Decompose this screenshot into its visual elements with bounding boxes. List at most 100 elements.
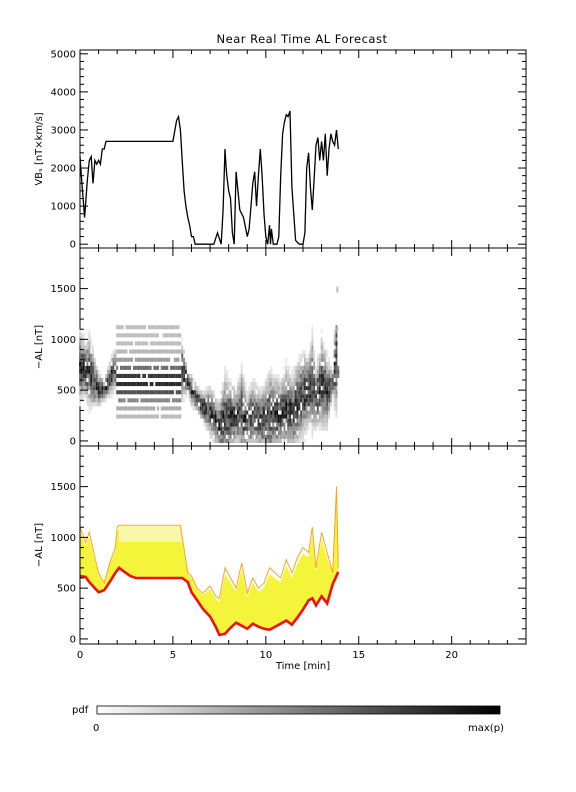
pdf-cell [153, 390, 156, 395]
pdf-cell [290, 410, 293, 415]
pdf-cell [313, 394, 316, 399]
pdf-cell [335, 357, 338, 362]
pdf-cell [216, 414, 219, 419]
pdf-cell [326, 361, 329, 366]
pdf-cell [302, 390, 304, 395]
pdf-cell [190, 402, 193, 407]
pdf-cell [311, 329, 314, 334]
pdf-cell [233, 410, 236, 415]
pdf-cell [259, 438, 262, 443]
pdf-cell [212, 402, 215, 407]
pdf-cell [316, 365, 319, 370]
pdf-cell [261, 414, 264, 419]
pdf-cell [296, 386, 299, 391]
pdf-cell [283, 438, 286, 443]
pdf-cell [274, 386, 277, 391]
pdf-cell [131, 349, 133, 354]
pdf-cell [160, 341, 163, 346]
pdf-cell [131, 414, 133, 419]
pdf-cell [183, 386, 185, 391]
pdf-cell [185, 361, 187, 366]
pdf-cell [290, 402, 293, 407]
pdf-cell [328, 394, 330, 399]
pdf-cell [289, 398, 291, 403]
pdf-cell [127, 365, 130, 370]
pdf-cell [287, 394, 290, 399]
pdf-cell [259, 430, 262, 435]
pdf-cell [315, 369, 317, 374]
pdf-cell [335, 337, 338, 342]
pdf-cell [283, 426, 286, 431]
pdf-cell [264, 414, 267, 419]
pdf-cell [240, 382, 243, 387]
pdf-cell [153, 349, 156, 354]
pdf-cell [121, 333, 124, 338]
pdf-cell [101, 394, 104, 399]
pdf-cell [316, 386, 319, 391]
pdf-cell [292, 369, 295, 374]
pdf-cell [240, 410, 243, 415]
pdf-cell [155, 373, 158, 378]
pdf-cell [120, 390, 122, 395]
pdf-cell [296, 394, 299, 399]
y-tick-label: 3000 [51, 125, 76, 136]
pdf-cell [296, 426, 299, 431]
pdf-cell [322, 386, 325, 391]
pdf-cell [80, 386, 83, 391]
pdf-cell [164, 365, 167, 370]
pdf-cell [326, 394, 329, 399]
pdf-cell [268, 434, 271, 439]
pdf-cell [86, 369, 89, 374]
pdf-cell [290, 418, 293, 423]
pdf-cell [138, 341, 141, 346]
pdf-cell [92, 369, 94, 374]
pdf-cell [133, 398, 135, 403]
pdf-cell [84, 357, 87, 362]
pdf-cell [84, 382, 87, 387]
pdf-cell [120, 373, 122, 378]
pdf-cell [110, 390, 113, 395]
pdf-cell [173, 325, 176, 330]
pdf-cell [185, 369, 187, 374]
pdf-cell [118, 357, 120, 362]
pdf-cell [231, 414, 234, 419]
pdf-cell [170, 373, 172, 378]
pdf-cell [212, 406, 215, 411]
pdf-cell [300, 430, 303, 435]
pdf-cell [121, 325, 124, 330]
pdf-cell [186, 382, 189, 387]
pdf-cell [147, 390, 150, 395]
pdf-cell [283, 365, 286, 370]
pdf-cell [283, 430, 286, 435]
pdf-cell [255, 426, 258, 431]
pdf-cell [214, 398, 217, 403]
pdf-cell [329, 402, 332, 407]
pdf-cell [326, 386, 329, 391]
pdf-cell [220, 426, 223, 431]
pdf-cell [183, 365, 185, 370]
pdf-cell [311, 422, 314, 427]
pdf-cell [316, 398, 319, 403]
pdf-cell [157, 382, 159, 387]
pdf-cell [315, 414, 317, 419]
pdf-cell [264, 390, 267, 395]
pdf-cell [142, 325, 145, 330]
pdf-cell [320, 382, 323, 387]
pdf-cell [259, 426, 262, 431]
pdf-cell [276, 373, 278, 378]
pdf-cell [142, 365, 145, 370]
pdf-cell [257, 410, 260, 415]
pdf-cell [244, 398, 247, 403]
y-tick-label: 1000 [51, 533, 76, 544]
pdf-cell [190, 390, 193, 395]
pdf-cell [315, 365, 317, 370]
pdf-cell [283, 406, 286, 411]
pdf-cell [212, 390, 215, 395]
pdf-cell [177, 341, 180, 346]
pdf-cell [235, 394, 238, 399]
pdf-cell [264, 378, 267, 383]
pdf-cell [313, 382, 316, 387]
pdf-cell [118, 406, 120, 411]
pdf-cell [114, 373, 117, 378]
pdf-cell [212, 418, 215, 423]
